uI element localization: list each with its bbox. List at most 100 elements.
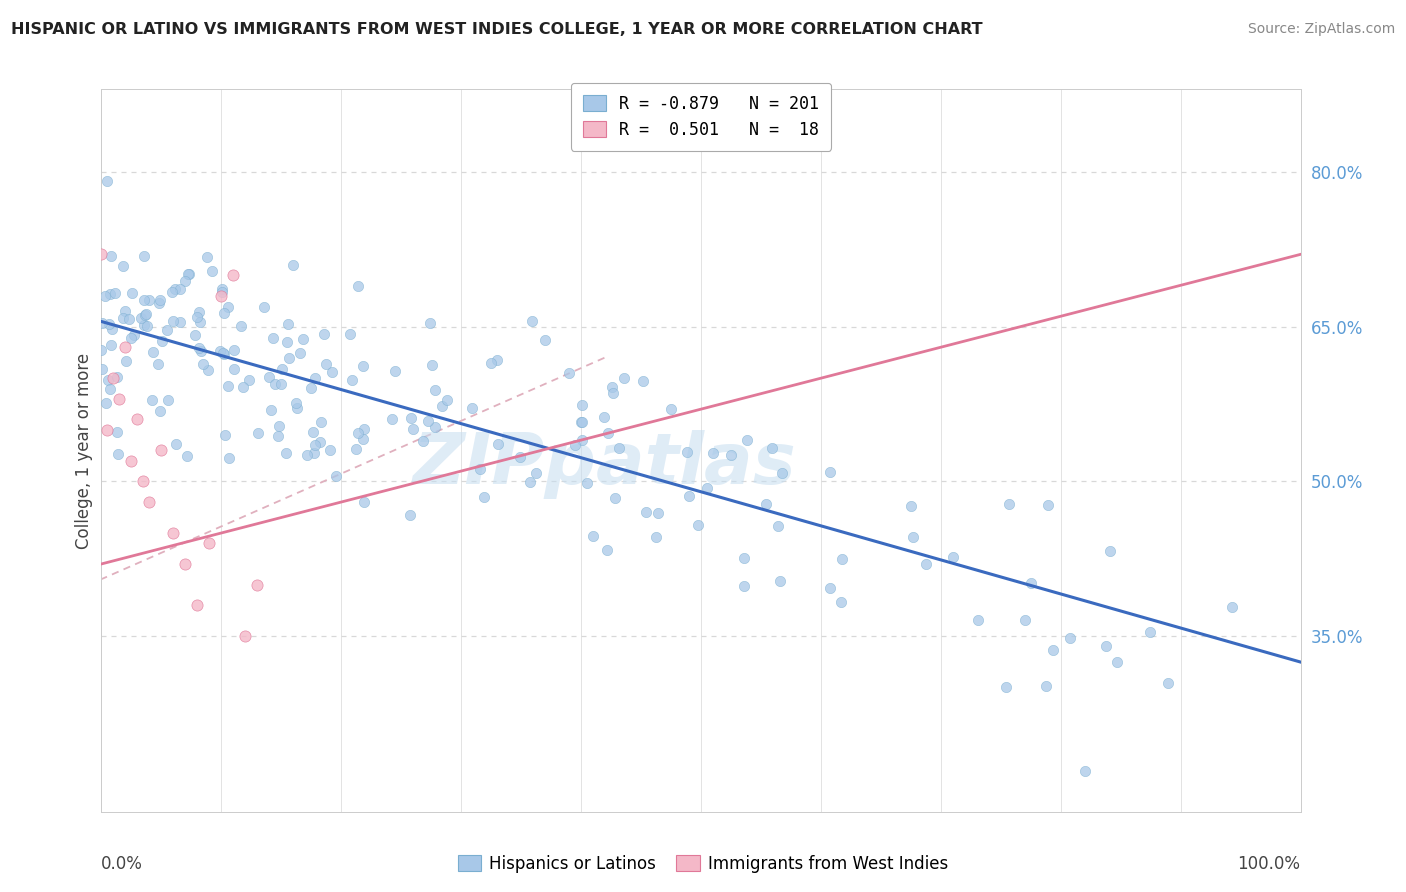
Point <box>149 293 172 307</box>
Point <box>114 304 136 318</box>
Point <box>114 340 136 354</box>
Point <box>285 396 308 410</box>
Point <box>111 259 134 273</box>
Point <box>156 392 179 407</box>
Point <box>138 293 160 307</box>
Point <box>98 382 121 396</box>
Point <box>107 447 129 461</box>
Point <box>120 331 142 345</box>
Point <box>1035 679 1057 693</box>
Point <box>266 429 288 443</box>
Text: 0.0%: 0.0% <box>101 855 143 873</box>
Point <box>915 558 938 572</box>
Point <box>290 346 312 360</box>
Legend: R = -0.879   N = 201, R =  0.501   N =  18: R = -0.879 N = 201, R = 0.501 N = 18 <box>571 83 831 151</box>
Point <box>122 327 145 342</box>
Point <box>91 362 114 376</box>
Point <box>197 363 219 377</box>
Point <box>176 449 198 463</box>
Point <box>569 415 592 429</box>
Point <box>105 425 128 439</box>
Point <box>200 264 222 278</box>
Point <box>212 347 235 361</box>
Point <box>271 362 294 376</box>
Point <box>132 293 155 308</box>
Point <box>339 326 361 341</box>
Point <box>304 438 326 452</box>
Point <box>247 426 270 441</box>
Point <box>571 398 593 412</box>
Point <box>138 495 160 509</box>
Point <box>96 423 118 437</box>
Point <box>412 434 434 448</box>
Point <box>90 316 112 330</box>
Point <box>108 392 131 406</box>
Point <box>1139 625 1161 640</box>
Point <box>188 316 211 330</box>
Point <box>571 434 593 448</box>
Point <box>761 442 783 456</box>
Point <box>218 451 240 466</box>
Point <box>299 381 322 395</box>
Point <box>174 557 197 571</box>
Point <box>190 344 212 359</box>
Point <box>733 579 755 593</box>
Point <box>381 412 404 426</box>
Point <box>1105 656 1128 670</box>
Point <box>582 529 605 543</box>
Point <box>720 448 742 462</box>
Point <box>1059 632 1081 646</box>
Point <box>315 357 337 371</box>
Point <box>132 475 155 489</box>
Point <box>97 373 120 387</box>
Point <box>174 274 197 288</box>
Point <box>277 351 299 366</box>
Point <box>696 481 718 495</box>
Point <box>149 404 172 418</box>
Point <box>302 446 325 460</box>
Point <box>903 530 925 544</box>
Point <box>735 433 758 447</box>
Point <box>634 505 657 519</box>
Point <box>142 345 165 359</box>
Point <box>148 296 170 310</box>
Point <box>820 582 842 596</box>
Point <box>302 425 325 439</box>
Point <box>136 319 159 334</box>
Point <box>1014 613 1036 627</box>
Point <box>966 613 988 627</box>
Point <box>291 332 314 346</box>
Point <box>340 373 363 387</box>
Point <box>308 434 330 449</box>
Point <box>98 287 121 301</box>
Point <box>186 599 208 613</box>
Point <box>558 367 581 381</box>
Point <box>645 530 668 544</box>
Point <box>253 300 276 314</box>
Point <box>198 536 221 550</box>
Point <box>96 396 118 410</box>
Point <box>212 346 235 360</box>
Point <box>676 445 699 459</box>
Point <box>191 357 214 371</box>
Point <box>831 551 853 566</box>
Point <box>211 285 233 299</box>
Point <box>818 465 841 479</box>
Point <box>994 680 1017 694</box>
Point <box>132 318 155 332</box>
Point <box>156 323 179 337</box>
Point <box>274 446 297 460</box>
Point <box>214 428 236 442</box>
Point <box>150 443 173 458</box>
Legend: Hispanics or Latinos, Immigrants from West Indies: Hispanics or Latinos, Immigrants from We… <box>451 848 955 880</box>
Point <box>179 267 201 281</box>
Point <box>509 450 531 464</box>
Point <box>169 315 191 329</box>
Point <box>90 343 112 358</box>
Point <box>162 526 184 541</box>
Point <box>402 422 425 436</box>
Point <box>162 314 184 328</box>
Point <box>419 316 441 330</box>
Point <box>769 574 792 588</box>
Point <box>830 595 852 609</box>
